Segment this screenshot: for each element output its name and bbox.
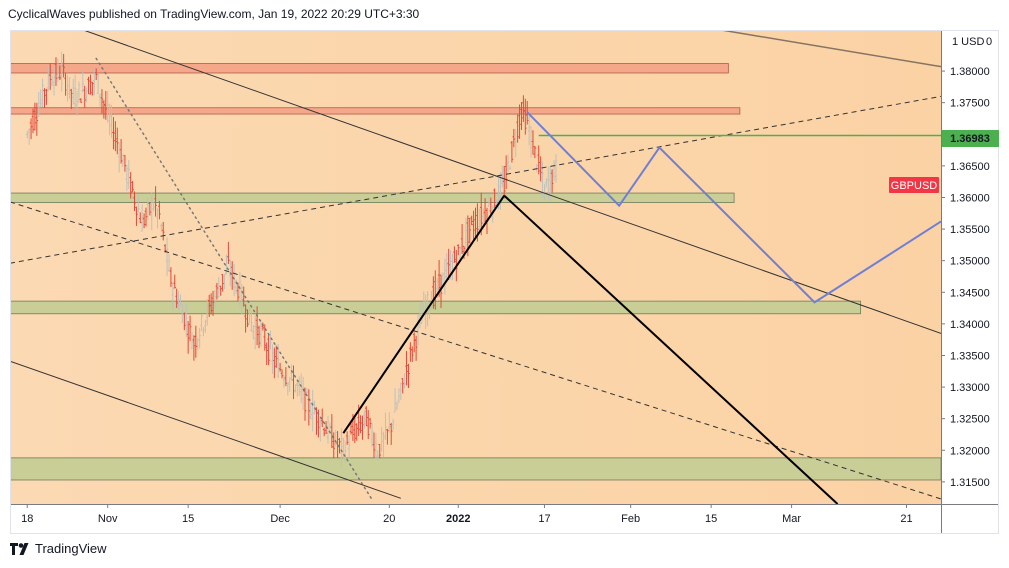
last-price-badge: 1.36983 (942, 130, 999, 147)
support-zone[interactable] (10, 192, 735, 203)
x-tick-label: 15 (705, 513, 717, 525)
x-tick-label: 15 (182, 513, 194, 525)
wave-projection-path[interactable] (526, 111, 941, 304)
last-price-label: 1.36983 (950, 133, 990, 145)
chart-frame (10, 30, 999, 534)
tradingview-logo-icon (10, 542, 29, 555)
y-tick-label: 1.33000 (950, 382, 990, 394)
x-tick-label: Mar (782, 513, 801, 525)
y-tick-label: 1.32000 (950, 445, 990, 457)
y-tick-label: 1.31500 (950, 477, 990, 489)
currency-flag: 0 (986, 36, 992, 48)
publish-header: CyclicalWaves published on TradingView.c… (8, 7, 420, 21)
x-tick-label: 21 (900, 513, 912, 525)
symbol-label: GBPUSD (891, 180, 938, 192)
resistance-zone[interactable] (10, 107, 741, 115)
support-zone[interactable] (10, 457, 941, 481)
time-axis-background (10, 504, 999, 534)
y-tick-label: 1.37500 (950, 98, 990, 110)
y-tick-label: 1.36000 (950, 192, 990, 204)
x-tick-label: Nov (98, 513, 118, 525)
y-tick-label: 1.34000 (950, 319, 990, 331)
trendline-solid[interactable] (503, 194, 839, 504)
y-tick-label: 1.38000 (950, 66, 990, 78)
trendline-dotted[interactable] (95, 57, 373, 501)
trendline-solid[interactable] (10, 4, 941, 334)
x-tick-label: 2022 (446, 513, 470, 525)
y-tick-label: 1.36500 (950, 161, 990, 173)
y-tick-label: 1.35000 (950, 256, 990, 268)
x-tick-label: 20 (383, 513, 395, 525)
trendline-solid[interactable] (342, 195, 506, 434)
trendline-dashed[interactable] (10, 95, 941, 264)
tradingview-footer[interactable]: TradingView (10, 541, 107, 556)
trendline-dashed[interactable] (10, 201, 941, 500)
tradingview-brand: TradingView (35, 541, 107, 556)
x-tick-label: Feb (621, 513, 640, 525)
resistance-zone[interactable] (10, 63, 729, 74)
x-tick-label: 18 (21, 513, 33, 525)
trendline-solid[interactable] (608, 11, 941, 68)
x-tick-label: 17 (538, 513, 550, 525)
trendline-solid[interactable] (10, 360, 401, 499)
axis-background (941, 30, 999, 504)
plot-background (10, 30, 941, 504)
y-tick-label: 1.33500 (950, 350, 990, 362)
y-tick-label: 1.35500 (950, 224, 990, 236)
y-tick-label: 1.34500 (950, 287, 990, 299)
y-tick-label: 1.32500 (950, 414, 990, 426)
x-tick-label: Dec (270, 513, 290, 525)
currency-label: 1 USD (952, 36, 984, 48)
symbol-badge: GBPUSD (889, 177, 939, 193)
